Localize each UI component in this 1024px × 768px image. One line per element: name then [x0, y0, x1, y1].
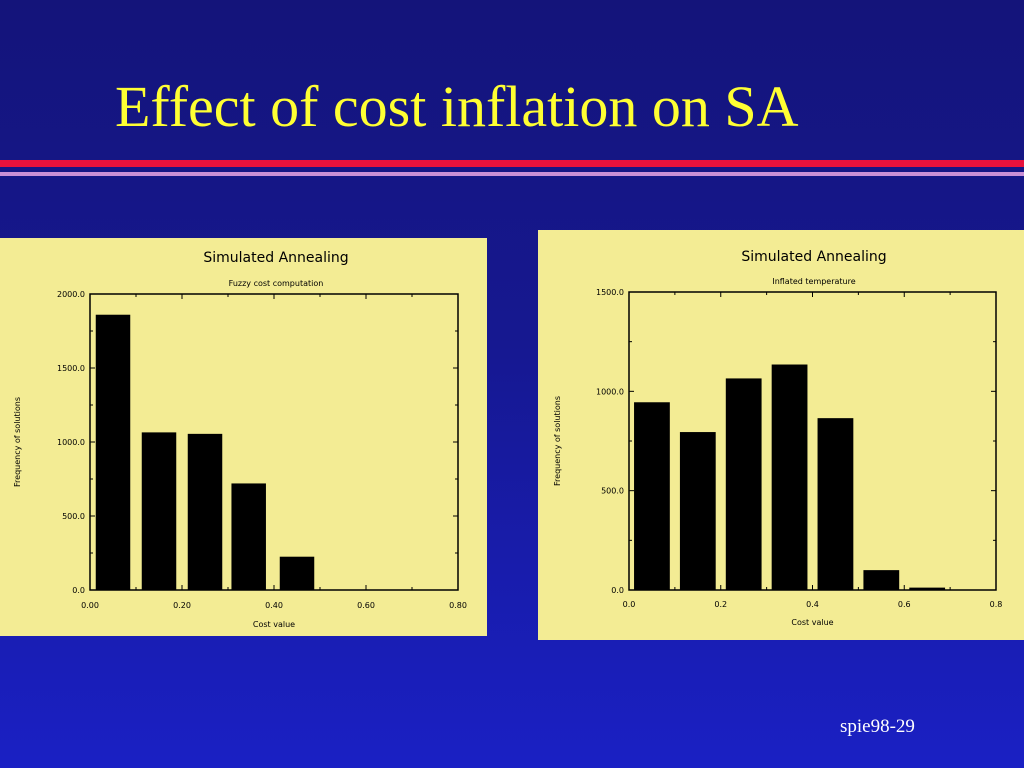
y-tick-label: 500.0	[601, 487, 624, 496]
x-tick-label: 0.0	[623, 600, 636, 609]
y-tick-label: 2000.0	[57, 290, 85, 299]
x-tick-label: 0.60	[357, 601, 375, 610]
chart-title: Simulated Annealing	[741, 249, 886, 265]
y-tick-label: 1000.0	[596, 387, 624, 396]
bar	[771, 364, 808, 590]
chart-panel-right: Simulated Annealing Inflated temperature 0…	[538, 230, 1024, 640]
bar	[817, 418, 854, 590]
x-tick-label: 0.80	[449, 601, 467, 610]
bar	[231, 483, 266, 590]
x-axis-label: Cost value	[791, 618, 833, 627]
bar	[679, 432, 716, 590]
bar	[279, 556, 315, 590]
bar	[95, 314, 131, 590]
chart-title: Simulated Annealing	[203, 250, 348, 266]
x-tick-label: 0.6	[898, 600, 911, 609]
y-tick-label: 0.0	[72, 586, 85, 595]
y-tick-label: 1500.0	[57, 364, 85, 373]
bar	[863, 570, 900, 590]
y-tick-label: 1500.0	[596, 288, 624, 297]
title-divider-pink	[0, 172, 1024, 176]
slide-footer: spie98-29	[840, 716, 915, 737]
y-tick-label: 500.0	[62, 512, 85, 521]
y-axis-label: Frequency of solutions	[13, 397, 22, 487]
title-divider-red	[0, 160, 1024, 167]
bar	[909, 587, 946, 590]
histogram-chart-inflated-temperature: Simulated Annealing Inflated temperature 0…	[553, 249, 1003, 627]
chart-panel-left: Simulated Annealing Fuzzy cost computatio…	[0, 238, 487, 636]
x-tick-label: 0.00	[81, 601, 99, 610]
x-axis-label: Cost value	[253, 620, 295, 629]
bar	[141, 432, 177, 590]
x-tick-label: 0.8	[990, 600, 1003, 609]
x-tick-label: 0.40	[265, 601, 283, 610]
y-tick-label: 0.0	[611, 586, 624, 595]
x-tick-label: 0.20	[173, 601, 191, 610]
y-tick-label: 1000.0	[57, 438, 85, 447]
bar	[187, 433, 223, 590]
chart-subtitle: Fuzzy cost computation	[229, 279, 324, 288]
chart-subtitle: Inflated temperature	[772, 277, 855, 286]
slide-title: Effect of cost inflation on SA	[115, 74, 799, 139]
bar	[634, 402, 670, 590]
x-tick-label: 0.2	[714, 600, 727, 609]
y-axis-label: Frequency of solutions	[553, 396, 562, 486]
x-tick-label: 0.4	[806, 600, 819, 609]
bar	[725, 378, 762, 590]
histogram-chart-fuzzy-cost: Simulated Annealing Fuzzy cost computatio…	[13, 250, 467, 629]
